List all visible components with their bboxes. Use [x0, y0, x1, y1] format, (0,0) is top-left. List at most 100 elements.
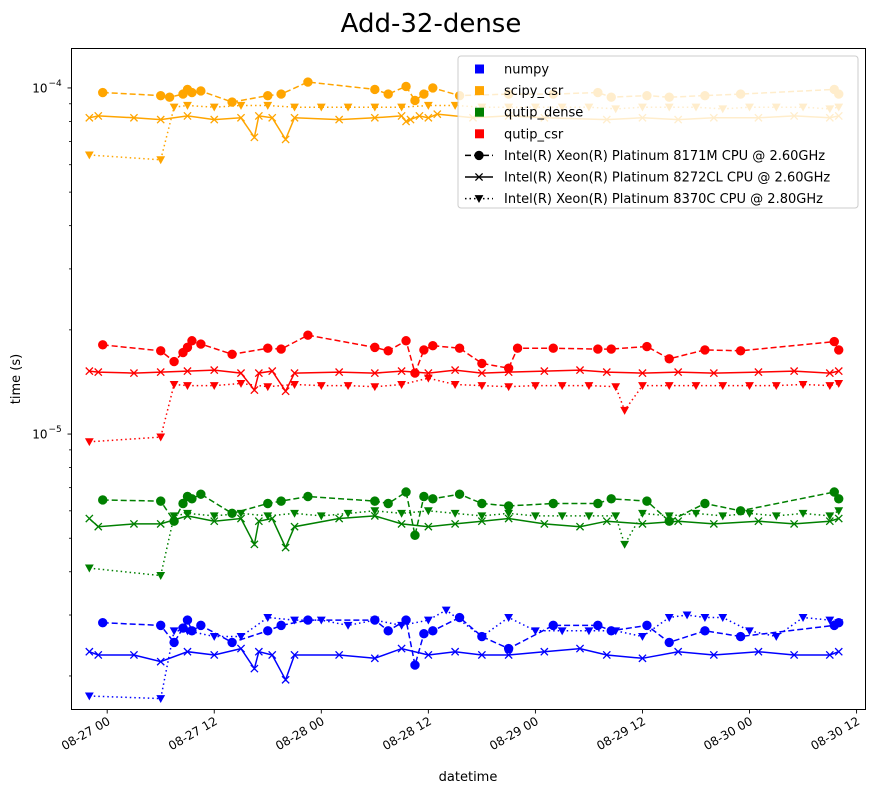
data-point [290, 650, 299, 660]
data-point [281, 387, 290, 396]
data-point [281, 135, 290, 144]
data-point [410, 660, 420, 670]
data-point [602, 368, 611, 377]
data-point [370, 654, 379, 663]
legend-label: numpy [504, 63, 549, 78]
data-point [504, 650, 513, 660]
data-point [316, 512, 326, 521]
data-point [504, 514, 513, 523]
data-point [129, 369, 139, 378]
data-point [718, 614, 728, 622]
data-point [700, 626, 710, 636]
data-point [236, 514, 246, 523]
data-point [674, 647, 683, 656]
legend-label: Intel(R) Xeon(R) Platinum 8171M CPU @ 2.… [504, 149, 825, 164]
data-point [834, 494, 844, 504]
data-point [451, 366, 460, 375]
data-point [450, 381, 460, 389]
data-point [691, 509, 701, 518]
legend: numpy scipy_csr qutip_dense qutip_csr Intel(… [457, 55, 859, 209]
data-point [227, 349, 237, 359]
data-point [98, 340, 108, 350]
data-point [370, 383, 380, 392]
legend-swatch [475, 107, 484, 117]
data-point [709, 369, 718, 378]
data-point [477, 369, 486, 378]
data-point [477, 498, 487, 509]
data-point [575, 366, 585, 375]
data-point [227, 508, 237, 519]
data-point [182, 342, 193, 353]
data-point [419, 345, 429, 355]
data-point [834, 507, 844, 516]
data-point [834, 514, 843, 523]
data-point [825, 382, 835, 391]
data-point [451, 647, 460, 656]
data-point [548, 343, 558, 353]
data-point [303, 77, 313, 87]
data-point [401, 336, 411, 346]
data-point [94, 368, 103, 377]
data-point [383, 346, 393, 356]
data-point [700, 345, 710, 355]
data-point [85, 647, 94, 656]
data-point [178, 498, 188, 509]
data-point [834, 619, 844, 628]
data-point [383, 498, 393, 509]
data-point [254, 647, 263, 656]
legend-swatch [475, 129, 484, 139]
data-point [540, 519, 549, 528]
data-point [397, 103, 406, 112]
data-point [84, 438, 94, 447]
data-point [419, 491, 429, 502]
data-point [451, 519, 460, 528]
data-point [531, 512, 540, 521]
data-point [401, 117, 411, 126]
data-point [798, 509, 808, 518]
data-point [423, 101, 433, 110]
data-point [540, 647, 549, 656]
data-point [454, 489, 465, 499]
data-point [584, 512, 594, 521]
data-point [263, 90, 273, 101]
data-point [263, 498, 273, 509]
data-point [477, 512, 487, 521]
data-point [263, 614, 273, 622]
legend-marker [474, 150, 484, 161]
x-tick-label: 08-29 00 [487, 714, 541, 753]
data-point [423, 374, 433, 383]
data-point [268, 650, 277, 660]
data-point [419, 628, 429, 639]
data-point [316, 382, 326, 391]
data-point [638, 369, 647, 378]
data-point [263, 101, 273, 110]
data-point [709, 650, 718, 660]
data-point [397, 367, 406, 376]
data-point [250, 385, 259, 395]
data-point [397, 621, 406, 630]
data-point [575, 644, 585, 653]
data-point [156, 346, 166, 356]
series-numpy-triangle-down [84, 606, 844, 704]
data-point [584, 382, 594, 391]
legend-marker [474, 195, 484, 203]
data-point [602, 650, 611, 660]
x-tick-label: 08-28 00 [273, 714, 327, 753]
data-point [700, 498, 710, 509]
data-point [183, 509, 192, 518]
data-point [276, 89, 286, 99]
data-point [512, 343, 523, 353]
data-point [254, 369, 263, 378]
data-point [156, 433, 166, 442]
data-point [771, 633, 781, 641]
series-qutip_dense-triangle-down [84, 507, 844, 580]
data-point [735, 346, 746, 356]
data-point [187, 336, 197, 346]
data-point [290, 381, 299, 389]
data-point [477, 382, 487, 391]
x-tick-label: 08-27 00 [59, 714, 113, 753]
data-point [754, 517, 763, 526]
data-point [745, 627, 754, 636]
data-point [370, 369, 379, 378]
data-point [263, 512, 273, 521]
